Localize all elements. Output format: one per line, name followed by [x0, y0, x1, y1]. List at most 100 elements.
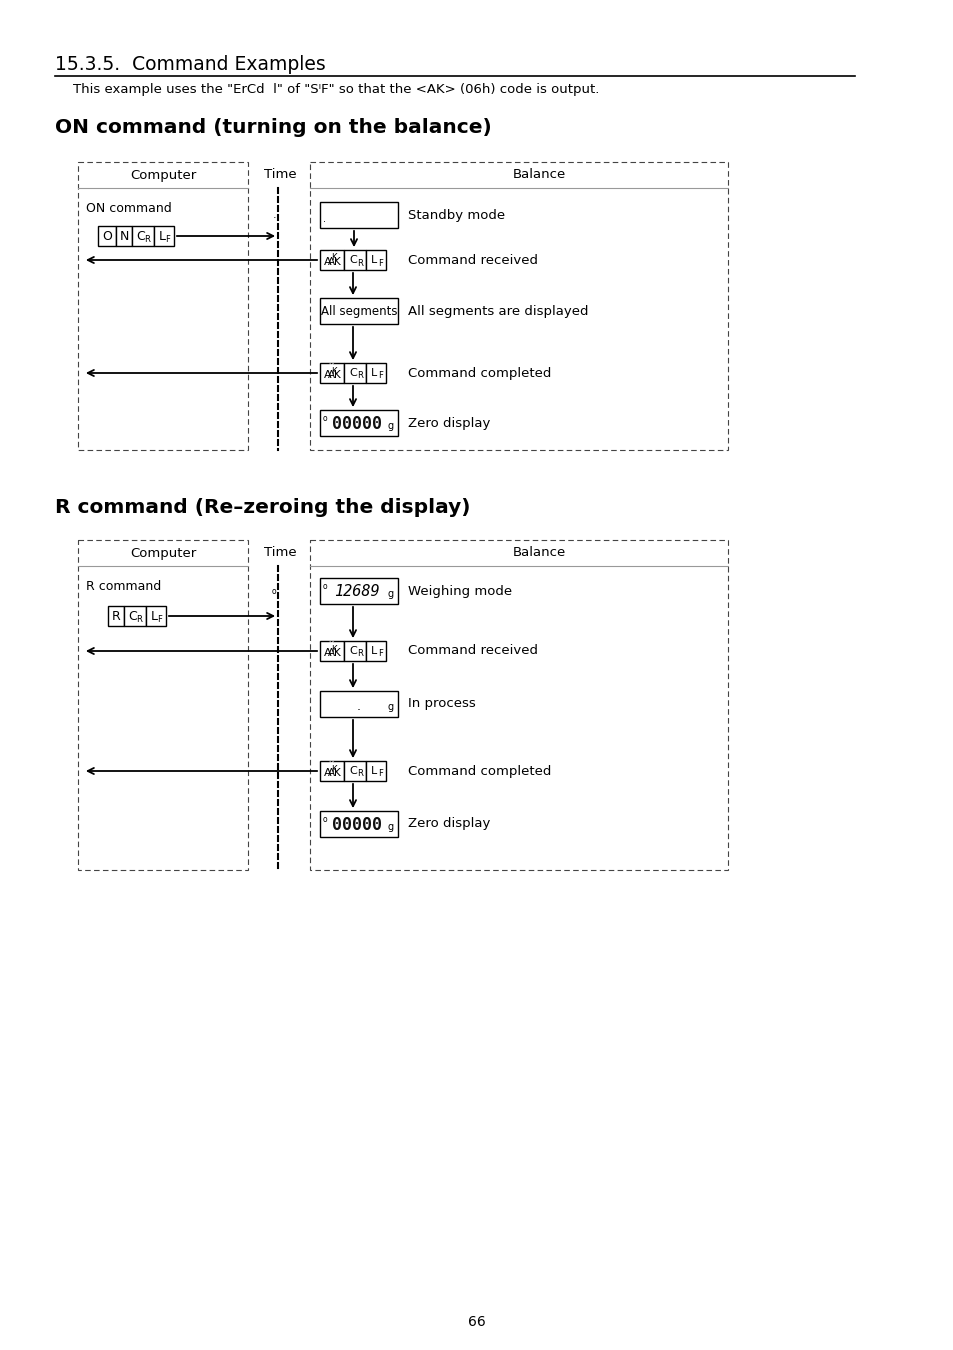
Bar: [319, 691, 397, 717]
Text: K: K: [334, 370, 340, 379]
Bar: [98, 225, 116, 246]
Text: L: L: [371, 765, 376, 776]
Text: L: L: [371, 369, 376, 378]
Text: A: A: [327, 256, 335, 267]
Text: .: .: [273, 211, 275, 220]
Bar: [344, 250, 366, 270]
Text: K: K: [334, 768, 340, 778]
Text: g: g: [388, 822, 394, 832]
Bar: [366, 761, 386, 782]
Text: Command completed: Command completed: [408, 366, 551, 379]
Text: N: N: [119, 230, 129, 243]
Bar: [366, 363, 386, 383]
Bar: [319, 410, 397, 436]
Text: Computer: Computer: [130, 169, 196, 181]
Text: C: C: [349, 255, 356, 265]
Text: Command received: Command received: [408, 644, 537, 657]
Text: K: K: [328, 641, 334, 651]
Text: Time: Time: [263, 169, 296, 181]
Text: R: R: [112, 609, 120, 622]
Text: K: K: [331, 366, 336, 375]
Text: 15.3.5.  Command Examples: 15.3.5. Command Examples: [55, 55, 325, 74]
Text: R: R: [144, 235, 150, 243]
Text: All segments: All segments: [320, 305, 396, 317]
Bar: [132, 225, 153, 246]
Text: .: .: [323, 215, 326, 224]
Text: K: K: [328, 761, 334, 771]
Text: Weighing mode: Weighing mode: [408, 585, 512, 598]
Text: L: L: [371, 647, 376, 656]
Text: O: O: [102, 230, 112, 243]
Text: F: F: [157, 614, 162, 624]
Bar: [319, 202, 397, 228]
Text: A: A: [324, 768, 332, 778]
Text: All segments are displayed: All segments are displayed: [408, 305, 588, 317]
Text: Balance: Balance: [512, 547, 565, 559]
Text: Balance: Balance: [512, 169, 565, 181]
Text: K: K: [331, 644, 336, 653]
Bar: [319, 578, 397, 603]
Text: o: o: [323, 582, 327, 591]
Text: g: g: [388, 702, 394, 711]
Text: Command received: Command received: [408, 254, 537, 266]
Text: A: A: [327, 648, 335, 657]
Bar: [319, 363, 344, 383]
Text: g: g: [388, 589, 394, 599]
Text: ON command (turning on the balance): ON command (turning on the balance): [55, 117, 491, 136]
Text: ON command: ON command: [86, 202, 172, 215]
Bar: [366, 641, 386, 662]
Bar: [366, 250, 386, 270]
Text: A: A: [324, 370, 332, 379]
Bar: [310, 540, 727, 869]
Text: F: F: [378, 769, 383, 779]
Text: Zero display: Zero display: [408, 417, 490, 429]
Text: K: K: [328, 251, 334, 259]
Bar: [319, 761, 344, 782]
Text: A: A: [327, 768, 335, 778]
Text: F: F: [166, 235, 171, 243]
Bar: [319, 250, 344, 270]
Bar: [310, 162, 727, 450]
Text: o: o: [271, 586, 275, 595]
Bar: [319, 811, 397, 837]
Text: C: C: [129, 609, 137, 622]
Text: F: F: [378, 258, 383, 267]
Text: g: g: [388, 421, 394, 431]
Text: 66: 66: [468, 1315, 485, 1328]
Text: A: A: [324, 648, 332, 657]
Text: o: o: [323, 414, 327, 423]
Text: Computer: Computer: [130, 547, 196, 559]
Text: L: L: [151, 609, 157, 622]
Bar: [108, 606, 124, 626]
Text: 00000: 00000: [332, 815, 381, 834]
Text: Time: Time: [263, 547, 296, 559]
Bar: [319, 641, 344, 662]
Text: L: L: [158, 230, 165, 243]
Text: o: o: [323, 815, 327, 824]
Text: C: C: [136, 230, 145, 243]
Bar: [146, 606, 166, 626]
Text: This example uses the "ErCd  l" of "SᴵF" so that the <AK> (06h) code is output.: This example uses the "ErCd l" of "SᴵF" …: [73, 82, 598, 96]
Bar: [344, 363, 366, 383]
Text: R: R: [356, 649, 362, 659]
Text: R: R: [356, 371, 362, 381]
Text: .: .: [356, 699, 360, 713]
Text: 12689: 12689: [334, 585, 379, 599]
Text: R: R: [356, 258, 362, 267]
Text: R command (Re–zeroing the display): R command (Re–zeroing the display): [55, 498, 470, 517]
Bar: [116, 225, 132, 246]
Bar: [344, 641, 366, 662]
Text: F: F: [378, 649, 383, 659]
Text: Command completed: Command completed: [408, 764, 551, 778]
Text: A: A: [327, 370, 335, 379]
Text: A: A: [324, 256, 332, 267]
Text: 00000: 00000: [332, 414, 381, 433]
Text: Standby mode: Standby mode: [408, 208, 504, 221]
Text: K: K: [331, 254, 336, 262]
Bar: [78, 162, 248, 450]
Text: K: K: [328, 363, 334, 373]
Bar: [78, 540, 248, 869]
Text: F: F: [378, 371, 383, 381]
Text: C: C: [349, 369, 356, 378]
Text: K: K: [334, 648, 340, 657]
